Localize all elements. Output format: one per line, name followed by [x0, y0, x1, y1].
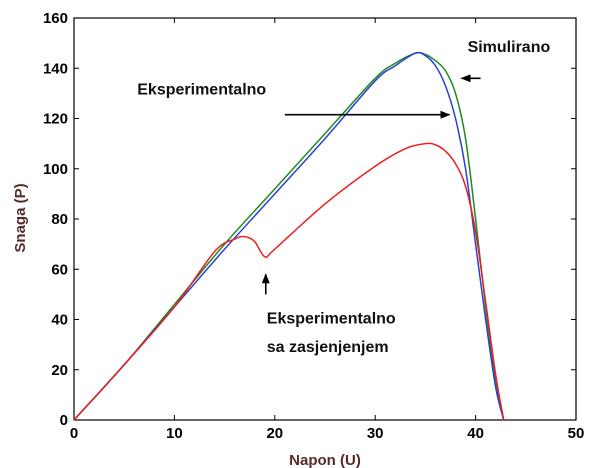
arrow-layer	[261, 74, 481, 295]
annotation-text-1: Simulirano	[468, 39, 551, 56]
x-axis-label: Napon (U)	[289, 452, 361, 468]
y-tick-label: 0	[60, 412, 68, 429]
y-tick-label: 60	[51, 261, 68, 278]
annotation-text-4: sa zasjenjenjem	[267, 339, 389, 356]
series-line-3	[73, 142, 505, 421]
y-tick-label: 20	[51, 362, 68, 379]
x-tick-label: 20	[266, 425, 283, 442]
series-layer	[73, 51, 505, 421]
x-axis-ticks: 0 10 20 30 40 50	[70, 18, 585, 442]
y-tick-label: 40	[51, 312, 68, 329]
y-axis-ticks: 0 20 40 60 80 100 120 140 160	[43, 10, 576, 429]
annotation-text-3: Eksperimentalno	[267, 310, 396, 327]
series-line-2	[73, 51, 505, 421]
y-axis-label: Snaga (P)	[12, 183, 29, 252]
annotation-text-2: Eksperimentalno	[137, 82, 266, 99]
plot-frame	[73, 17, 577, 421]
y-tick-label: 80	[51, 211, 68, 228]
y-tick-label: 100	[43, 161, 68, 178]
plot-area-border	[73, 17, 577, 421]
x-tick-label: 30	[367, 425, 384, 442]
x-tick-label: 10	[166, 425, 183, 442]
x-tick-label: 40	[467, 425, 484, 442]
y-tick-label: 160	[43, 10, 68, 27]
annotation-layer: Simulirano Eksperimentalno Eksperimentalno…	[137, 39, 550, 356]
x-tick-label: 50	[568, 425, 585, 442]
y-tick-label: 140	[43, 60, 68, 77]
x-tick-label: 0	[70, 425, 78, 442]
y-tick-label: 120	[43, 111, 68, 128]
